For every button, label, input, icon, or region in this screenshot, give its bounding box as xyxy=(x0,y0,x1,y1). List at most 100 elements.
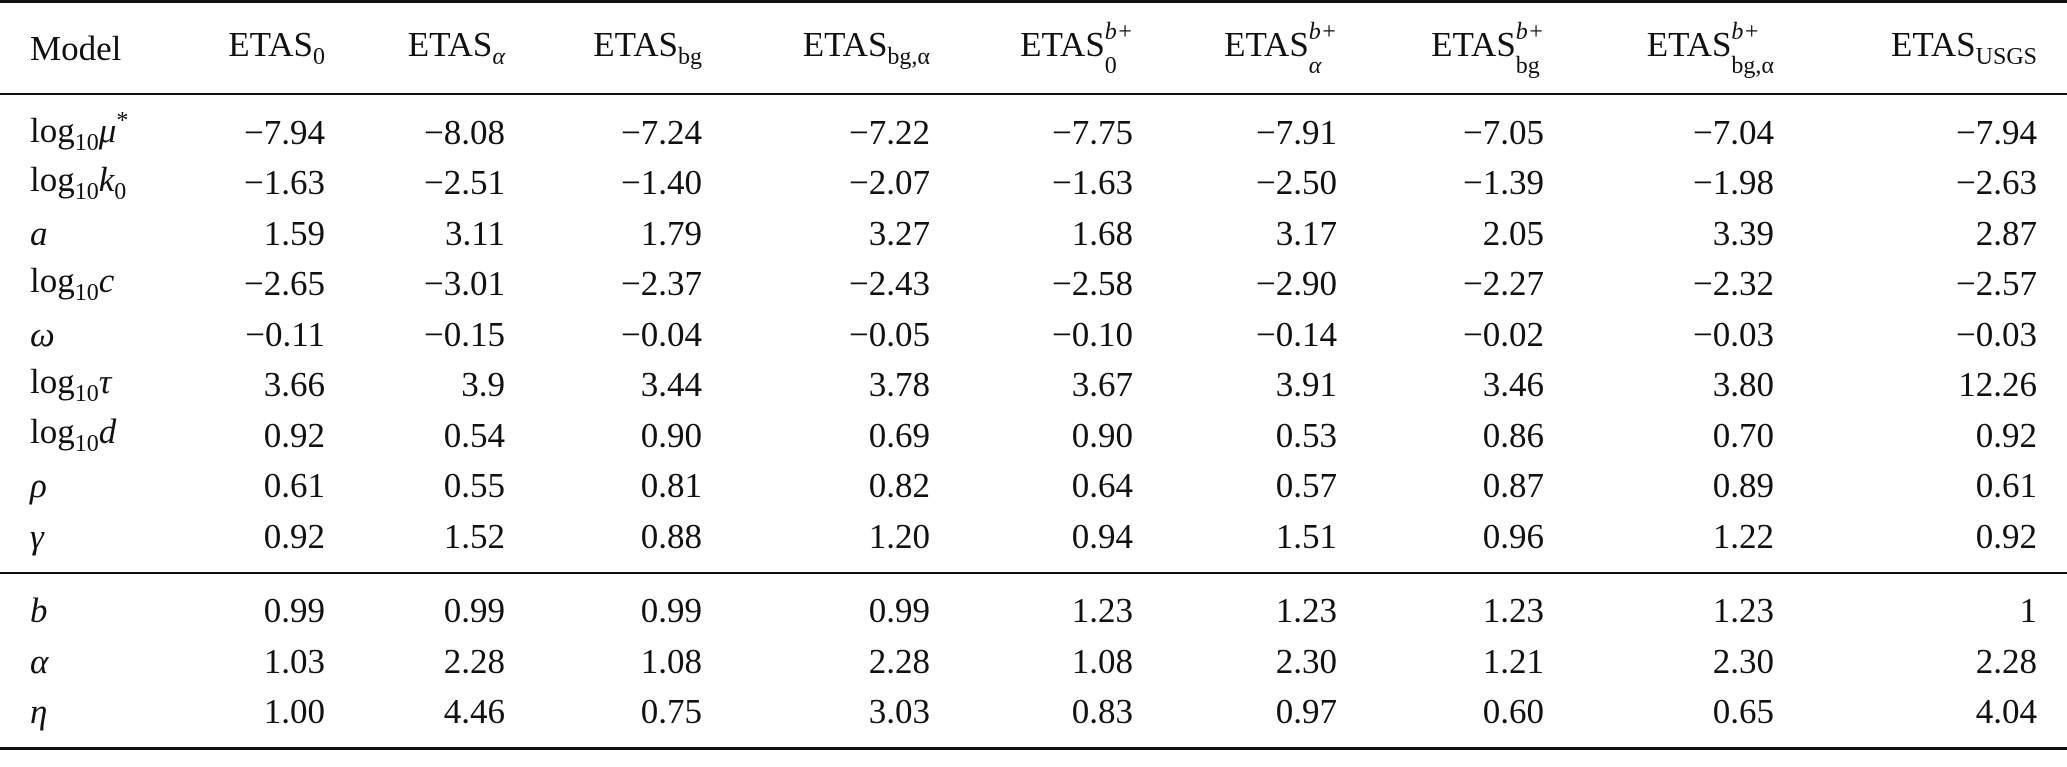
table-cell: 0.88 xyxy=(640,516,702,556)
table-cell: −2.32 xyxy=(1693,264,1774,304)
table-cell: −0.05 xyxy=(849,314,930,354)
label-variable: k xyxy=(98,159,115,199)
table-cell: −2.07 xyxy=(849,163,930,203)
table-cell: 0.89 xyxy=(1712,466,1774,506)
table-cell: 4.46 xyxy=(355,686,535,750)
table-cell: 0.96 xyxy=(1482,516,1544,556)
table-cell: −1.63 xyxy=(1052,163,1133,203)
table-row: ρ 0.61 0.55 0.81 0.82 0.64 0.57 0.87 0.89 0.61 xyxy=(0,461,2067,512)
label-variable: η xyxy=(30,692,48,732)
table-cell: 3.27 xyxy=(868,213,930,253)
table-cell: 0.61 xyxy=(263,466,325,506)
table-cell: −0.03 xyxy=(1956,314,2037,354)
label-subscript: 10 xyxy=(74,178,99,205)
table-cell: −0.11 xyxy=(245,314,325,354)
table-cell: 0.57 xyxy=(1275,466,1337,506)
table-cell: −0.03 xyxy=(1693,314,1774,354)
table-cell: 1.23 xyxy=(1574,571,1804,636)
header-base: ETAS xyxy=(1646,25,1732,65)
table-cell: −7.05 xyxy=(1463,112,1544,152)
table-cell: 0.61 xyxy=(1975,466,2037,506)
table-cell: −3.01 xyxy=(424,264,505,304)
table-cell: −0.15 xyxy=(424,314,505,354)
header-superscript: b+ xyxy=(1104,19,1133,45)
header-subscript: 0 xyxy=(1104,53,1117,79)
table-cell: 0.99 xyxy=(355,571,535,636)
table-cell: 1.79 xyxy=(640,213,702,253)
table-cell: 3.39 xyxy=(1712,213,1774,253)
label-variable: ω xyxy=(30,314,55,354)
label-subscript: 10 xyxy=(74,431,99,458)
header-superscript: b+ xyxy=(1731,19,1760,45)
header-subscript: bg xyxy=(678,44,702,70)
row-label: α xyxy=(0,636,185,687)
label-variable: τ xyxy=(98,361,112,401)
row-label: log10μ* xyxy=(0,94,185,158)
table-cell: 0.90 xyxy=(640,415,702,455)
table-cell: 0.87 xyxy=(1482,466,1544,506)
label-variable: α xyxy=(30,641,49,681)
table-cell: −7.22 xyxy=(849,112,930,152)
label-prefix: log xyxy=(30,111,75,151)
table-cell: −0.02 xyxy=(1463,314,1544,354)
header-base: ETAS xyxy=(407,25,493,64)
table-cell: 0.65 xyxy=(1574,686,1804,750)
header-base: ETAS xyxy=(802,25,888,64)
table-cell: 1.03 xyxy=(263,641,325,681)
table-cell: 2.30 xyxy=(1275,641,1337,681)
table-cell: 3.80 xyxy=(1712,365,1774,405)
table-cell: −7.94 xyxy=(244,112,325,152)
table-cell: 0.83 xyxy=(960,686,1163,750)
table-cell: 2.28 xyxy=(868,641,930,681)
label-variable: a xyxy=(30,213,48,253)
table-row: log10k0 −1.63 −2.51 −1.40 −2.07 −1.63 −2.50 −1.… xyxy=(0,158,2067,209)
table-row: b 0.99 0.99 0.99 0.99 1.23 1.23 1.23 1.23 1 xyxy=(0,571,2067,636)
table-cell: −1.63 xyxy=(244,163,325,203)
header-base: ETAS xyxy=(1020,25,1105,65)
row-label: a xyxy=(0,208,185,259)
header-script: b+ bg xyxy=(1516,20,1544,78)
table-cell: 3.46 xyxy=(1482,365,1544,405)
label-variable: d xyxy=(98,412,117,452)
table-cell: 0.99 xyxy=(732,571,960,636)
column-header: ETASbg,α xyxy=(732,0,960,95)
column-header: ETAS b+ α xyxy=(1163,0,1367,95)
table-cell: 12.26 xyxy=(1958,365,2037,405)
table-cell: −2.51 xyxy=(424,163,505,203)
table-cell: −7.24 xyxy=(621,112,702,152)
table-cell: 1.23 xyxy=(960,571,1163,636)
table-cell: 0.86 xyxy=(1482,415,1544,455)
label-variable: b xyxy=(30,591,48,631)
header-base: ETAS xyxy=(1431,25,1516,65)
table-cell: 3.9 xyxy=(461,365,505,405)
label-variable: γ xyxy=(30,516,44,556)
column-header: ETASbg xyxy=(535,0,732,95)
header-subscript: USGS xyxy=(1975,44,2037,70)
table-cell: 1.23 xyxy=(1367,571,1574,636)
table-cell: 3.17 xyxy=(1275,213,1337,253)
table-row: ω −0.11 −0.15 −0.04 −0.05 −0.10 −0.14 −0.02 −0.0… xyxy=(0,309,2067,360)
table-cell: 0.97 xyxy=(1163,686,1367,750)
table-cell: 3.03 xyxy=(732,686,960,750)
table-cell: 0.53 xyxy=(1275,415,1337,455)
row-label: b xyxy=(0,571,185,636)
table-row: log10τ 3.66 3.9 3.44 3.78 3.67 3.91 3.46 3.80 12.… xyxy=(0,360,2067,411)
table-cell: −2.50 xyxy=(1256,163,1337,203)
corner-label: Model xyxy=(0,0,185,95)
table-cell: 3.67 xyxy=(1071,365,1133,405)
label-superscript: * xyxy=(116,108,129,135)
table-cell: 1.59 xyxy=(263,213,325,253)
column-header: ETASUSGS xyxy=(1804,0,2067,95)
label-variable: μ xyxy=(98,111,117,151)
table-cell: −2.63 xyxy=(1956,163,2037,203)
table-cell: 0.70 xyxy=(1712,415,1774,455)
table-cell: 0.75 xyxy=(535,686,732,750)
table-cell: 3.11 xyxy=(445,213,505,253)
table-cell: 0.60 xyxy=(1367,686,1574,750)
row-label: log10c xyxy=(0,259,185,310)
table-cell: −0.14 xyxy=(1256,314,1337,354)
header-subscript: α xyxy=(1308,53,1322,79)
header-script: b+ α xyxy=(1309,20,1337,78)
table-cell: −2.58 xyxy=(1052,264,1133,304)
